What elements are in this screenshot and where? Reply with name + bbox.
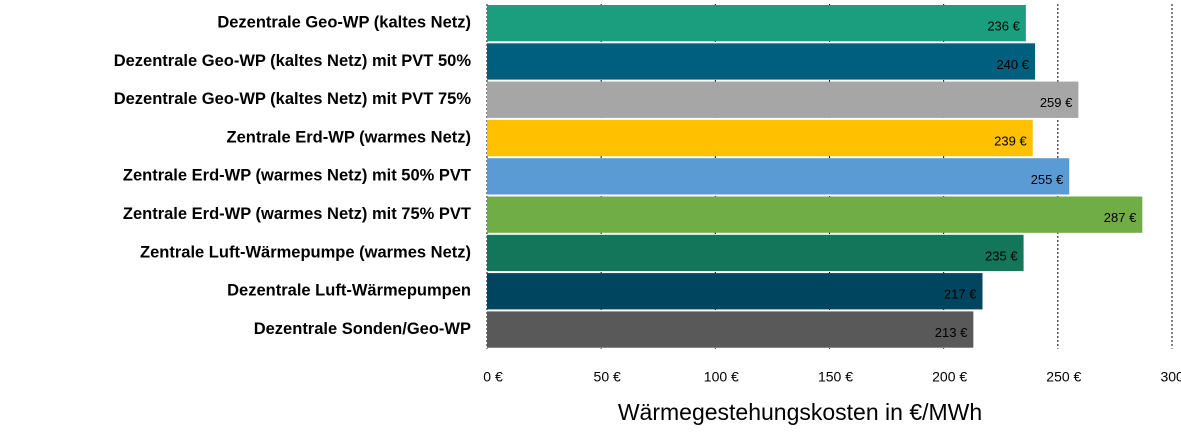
value-label: 239 €: [994, 133, 1027, 148]
y-tick-label: Zentrale Luft-Wärmepumpe (warmes Netz): [140, 243, 471, 261]
value-label: 236 €: [987, 19, 1020, 34]
y-tick-label: Dezentrale Geo-WP (kaltes Netz) mit PVT …: [114, 52, 472, 70]
x-tick-label: 150 €: [818, 369, 853, 385]
x-tick-label: 200 €: [932, 369, 967, 385]
bar: [487, 234, 1024, 272]
x-tick-label: 50 €: [594, 369, 621, 385]
x-tick-label: 0 €: [483, 369, 503, 385]
value-label: 217 €: [944, 287, 977, 302]
value-label: 235 €: [985, 248, 1018, 263]
y-tick-label: Zentrale Erd-WP (warmes Netz): [226, 128, 471, 146]
bar: [487, 119, 1033, 157]
bar: [487, 81, 1079, 118]
bar: [487, 5, 1026, 42]
bar: [487, 43, 1035, 80]
value-label: 287 €: [1104, 210, 1137, 225]
y-tick-label: Dezentrale Geo-WP (kaltes Netz) mit PVT …: [114, 90, 472, 108]
x-tick-label: 300 €: [1160, 369, 1181, 385]
bar: [487, 196, 1143, 233]
value-label: 240 €: [996, 57, 1029, 72]
x-tick-label: 100 €: [704, 369, 739, 385]
x-axis-title: Wärmegestehungskosten in €/MWh: [618, 399, 982, 425]
value-label: 255 €: [1031, 172, 1064, 187]
bar: [487, 158, 1070, 195]
y-tick-label: Dezentrale Sonden/Geo-WP: [254, 320, 471, 338]
value-label: 213 €: [935, 325, 968, 340]
value-label: 259 €: [1040, 95, 1073, 110]
y-tick-label: Dezentrale Geo-WP (kaltes Netz): [217, 14, 471, 32]
bar: [487, 273, 983, 310]
y-tick-label: Dezentrale Luft-Wärmepumpen: [227, 282, 471, 300]
bar: [487, 311, 974, 348]
y-tick-label: Zentrale Erd-WP (warmes Netz) mit 75% PV…: [123, 205, 471, 223]
x-tick-label: 250 €: [1046, 369, 1081, 385]
y-tick-label: Zentrale Erd-WP (warmes Netz) mit 50% PV…: [123, 167, 471, 185]
